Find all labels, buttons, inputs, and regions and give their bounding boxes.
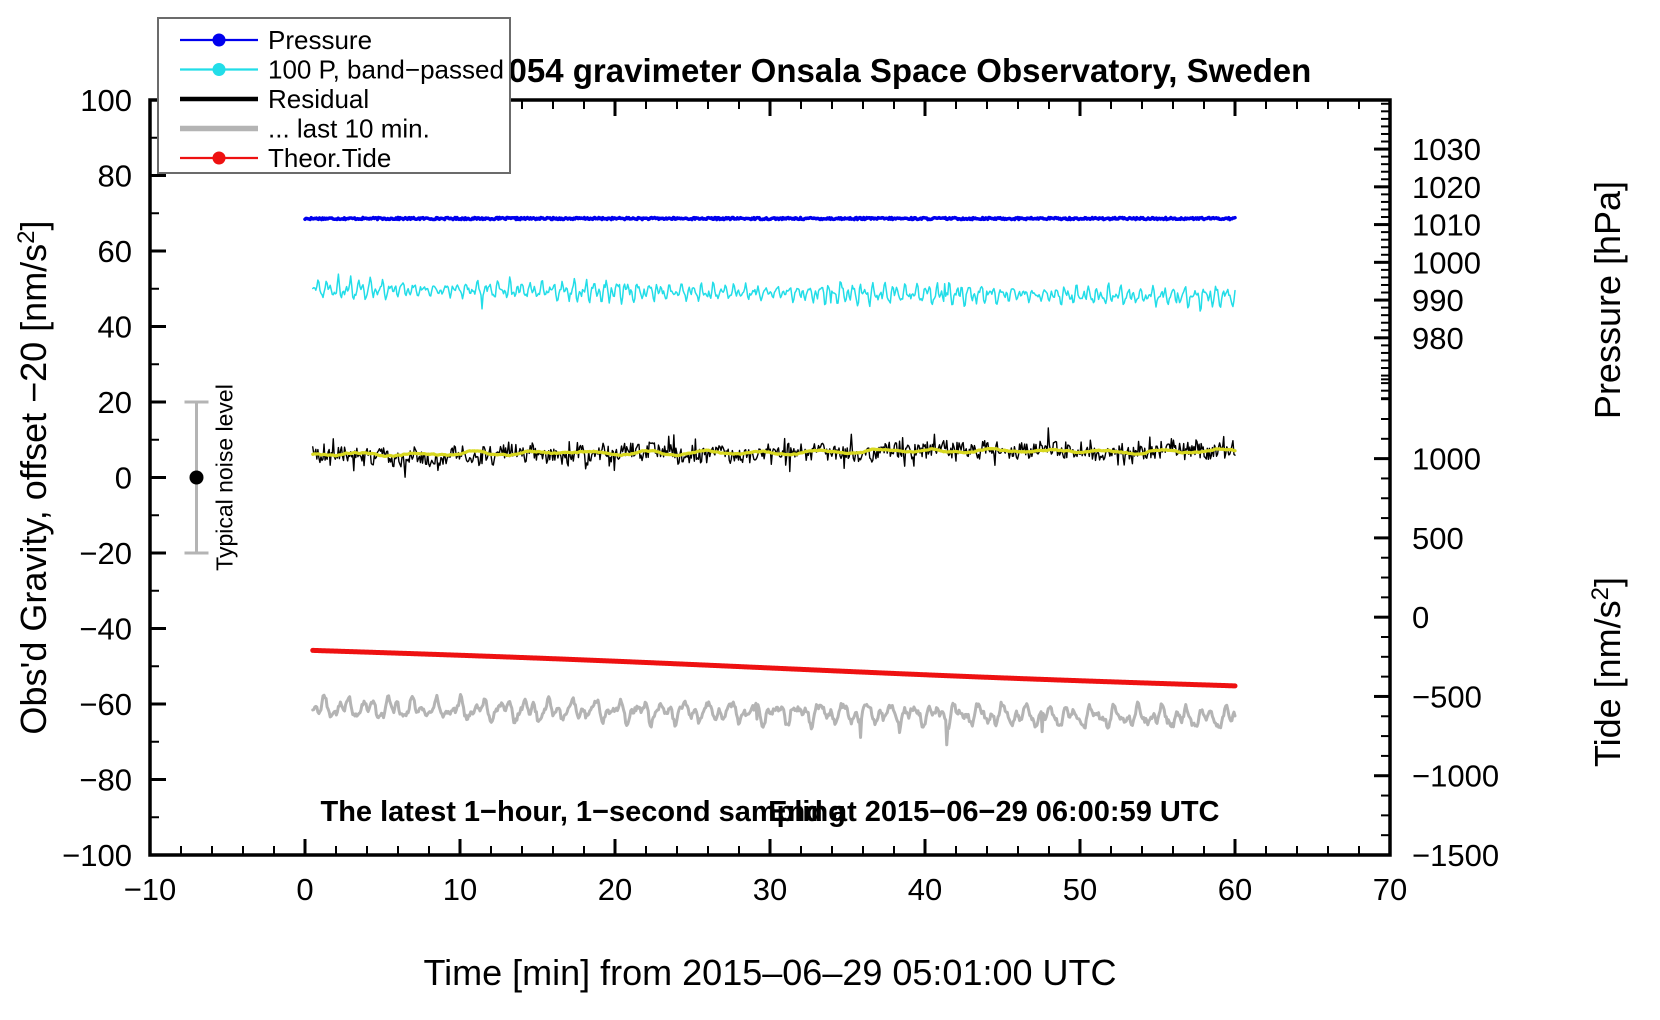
series-line-pressure <box>303 215 1237 222</box>
pressure-tick-label: 1010 <box>1412 208 1481 243</box>
legend-marker-0 <box>212 33 226 47</box>
pressure-tick-label: 1020 <box>1412 170 1481 205</box>
x-axis-title: Time [min] from 2015–06–29 05:01:00 UTC <box>423 952 1116 993</box>
tide-tick-label: 0 <box>1412 600 1429 635</box>
y-tick-label: −60 <box>79 687 132 722</box>
y-axis-title-tide: Tide [nm/s2] <box>1587 577 1628 767</box>
x-tick-label: 0 <box>296 872 313 907</box>
series-line-tide <box>310 647 1238 689</box>
x-tick-label: 40 <box>908 872 942 907</box>
y-tick-label: 0 <box>115 461 132 496</box>
x-tick-label: 10 <box>443 872 477 907</box>
legend-marker-4 <box>212 151 226 165</box>
annotation-bottom_right: End at 2015−06−29 06:00:59 UTC <box>768 796 1219 828</box>
page-title: SCG_054 gravimeter Onsala Space Observat… <box>419 52 1312 89</box>
tide-tick-label: −1500 <box>1412 838 1499 873</box>
pressure-tick-label: 990 <box>1412 283 1464 318</box>
y-tick-label: 40 <box>98 310 132 345</box>
tide-tick-label: 500 <box>1412 521 1464 556</box>
annotation-bottom_left: The latest 1−hour, 1−second sampling <box>321 796 846 828</box>
pressure-tick-label: 1000 <box>1412 245 1481 280</box>
y-axis-title-pressure: Pressure [hPa] <box>1587 181 1628 419</box>
y-axis-title-left: Obs'd Gravity, offset −20 [nm/s2] <box>13 220 54 734</box>
legend-label-3: ... last 10 min. <box>268 114 430 144</box>
y-axis-right-tide: −1500 −1000 −500 0 500 1000 <box>1374 378 1499 873</box>
x-tick-label: −10 <box>124 872 177 907</box>
y-tick-label: 60 <box>98 234 132 269</box>
y-tick-label: 80 <box>98 159 132 194</box>
x-tick-label: 30 <box>753 872 787 907</box>
y-tick-label: −100 <box>62 838 132 873</box>
legend-label-2: Residual <box>268 84 369 114</box>
x-tick-label: 50 <box>1063 872 1097 907</box>
x-axis: −10 0 10 20 30 40 50 60 70 <box>124 100 1407 907</box>
typical-noise-errorbar <box>184 400 209 555</box>
y-tick-label: 20 <box>98 385 132 420</box>
x-tick-label: 60 <box>1218 872 1252 907</box>
legend-label-1: 100 P, band−passed <box>268 55 504 85</box>
y-axis-left: −100 −80 −60 −40 −20 0 20 40 60 80 100 <box>62 83 166 873</box>
y-tick-label: −20 <box>79 536 132 571</box>
pressure-tick-label: 980 <box>1412 321 1464 356</box>
series-line-residual <box>312 427 1236 478</box>
pressure-tick-label: 1030 <box>1412 132 1481 167</box>
series-line-last10 <box>311 692 1237 747</box>
legend-marker-1 <box>212 63 226 76</box>
tide-tick-label: −1000 <box>1412 759 1499 794</box>
annotation-noise_level: Typical noise level <box>212 384 238 571</box>
series-group <box>303 215 1238 747</box>
series-line-bandpassed <box>312 273 1236 312</box>
legend-label-4: Theor.Tide <box>268 143 391 173</box>
series-line-smooth <box>311 446 1237 459</box>
y-tick-label: −40 <box>79 612 132 647</box>
x-tick-label: 70 <box>1373 872 1407 907</box>
y-tick-label: −80 <box>79 763 132 798</box>
tide-tick-label: 1000 <box>1412 442 1481 477</box>
legend-label-0: Pressure <box>268 25 372 55</box>
errorbar-center-dot <box>189 470 204 485</box>
x-tick-label: 20 <box>598 872 632 907</box>
tide-tick-label: −500 <box>1412 679 1482 714</box>
y-tick-label: 100 <box>80 83 132 118</box>
